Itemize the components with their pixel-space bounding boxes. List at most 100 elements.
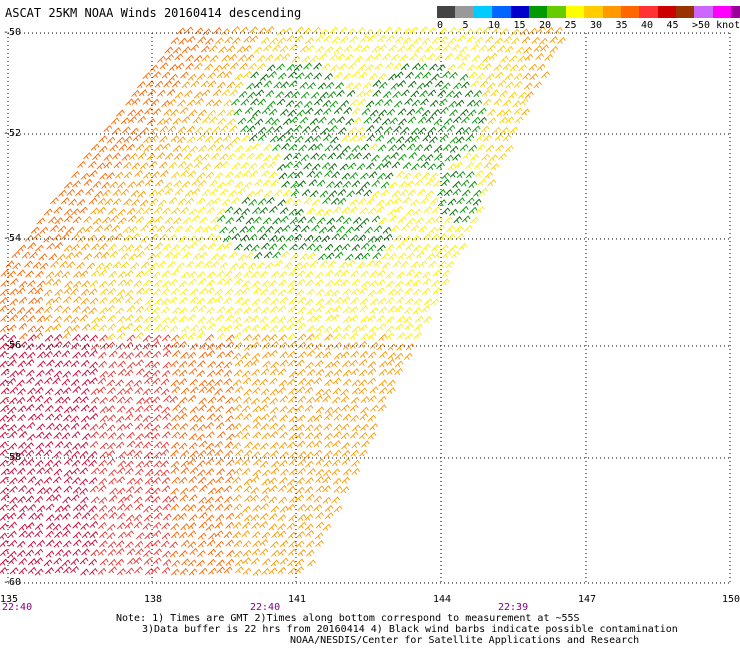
wind-barb xyxy=(482,134,492,142)
wind-barb xyxy=(250,71,259,79)
wind-barb xyxy=(256,225,266,233)
wind-barb xyxy=(205,523,215,531)
wind-barb xyxy=(262,351,271,359)
wind-barb xyxy=(477,107,487,115)
wind-barb xyxy=(242,505,251,513)
wind-barb xyxy=(392,62,402,70)
wind-barb xyxy=(278,334,288,342)
wind-barb xyxy=(187,73,197,81)
wind-barb xyxy=(180,288,189,296)
wind-barb xyxy=(228,189,237,197)
wind-barb xyxy=(408,151,418,159)
wind-barb xyxy=(390,82,400,90)
wind-barb xyxy=(70,233,80,241)
wind-barb xyxy=(126,548,136,556)
wind-barb xyxy=(269,325,279,333)
wind-barb xyxy=(225,314,234,322)
wind-barb xyxy=(429,99,439,107)
wind-barb xyxy=(213,27,222,35)
wind-barb xyxy=(388,214,398,222)
wind-barb xyxy=(283,153,293,161)
wind-barb xyxy=(185,54,194,62)
wind-barb xyxy=(383,126,393,134)
wind-barb xyxy=(351,180,361,188)
wind-barb xyxy=(223,485,233,493)
wind-barb xyxy=(206,448,216,456)
wind-barb xyxy=(17,512,26,520)
wind-barb xyxy=(259,315,268,323)
wind-barb xyxy=(380,181,390,189)
wind-barb xyxy=(107,279,117,287)
wind-barb xyxy=(79,503,88,511)
wind-barb xyxy=(266,196,275,204)
wind-barb xyxy=(171,559,181,567)
wind-barb xyxy=(72,511,82,519)
wind-barb xyxy=(456,197,465,205)
wind-barb xyxy=(431,206,441,214)
wind-barb xyxy=(7,406,17,414)
wind-barb xyxy=(449,71,458,79)
wind-barb xyxy=(449,244,458,252)
wind-barb xyxy=(341,243,351,251)
wind-barb xyxy=(314,532,324,540)
wind-barb xyxy=(59,260,68,268)
wind-barb xyxy=(225,386,234,394)
wind-barb xyxy=(196,72,206,80)
wind-barb xyxy=(89,279,99,288)
wind-barb xyxy=(61,432,71,440)
wind-barb xyxy=(327,260,337,268)
wind-barb xyxy=(160,324,170,332)
wind-barb xyxy=(185,260,195,268)
wind-barb xyxy=(297,306,307,314)
wind-barb xyxy=(473,99,483,107)
wind-barb xyxy=(135,460,145,468)
wind-barb xyxy=(171,368,181,376)
wind-barb xyxy=(21,251,31,259)
wind-barb xyxy=(240,125,249,133)
wind-barb xyxy=(16,379,25,387)
wind-barb xyxy=(124,494,133,502)
wind-barb xyxy=(134,405,144,413)
wind-barb xyxy=(196,559,205,567)
wind-barb xyxy=(207,558,216,566)
latitude-label: -60 xyxy=(3,577,22,588)
wind-barb xyxy=(324,379,333,387)
latitude-label: -58 xyxy=(3,452,22,463)
wind-barb xyxy=(124,413,134,421)
wind-barb xyxy=(508,91,518,99)
wind-barb xyxy=(81,323,91,331)
wind-barb xyxy=(392,197,402,205)
wind-barb xyxy=(260,169,270,177)
wind-barb xyxy=(24,260,33,268)
wind-barb xyxy=(54,405,64,413)
wind-barb xyxy=(455,127,465,135)
wind-barb xyxy=(340,351,350,359)
wind-barb xyxy=(142,269,152,277)
wind-barb xyxy=(288,395,297,403)
wind-barb xyxy=(159,62,169,70)
wind-barb xyxy=(34,568,44,576)
wind-barb xyxy=(26,467,36,475)
wind-barb xyxy=(349,134,359,142)
wind-barb xyxy=(70,422,80,430)
wind-barb xyxy=(315,468,325,476)
wind-barb xyxy=(349,198,359,206)
wind-barb xyxy=(273,81,282,89)
wind-barb xyxy=(359,297,369,305)
wind-barb xyxy=(8,442,18,450)
wind-barb xyxy=(346,28,356,36)
wind-barb xyxy=(62,370,72,378)
wind-barb xyxy=(286,63,296,71)
wind-barb xyxy=(163,181,173,189)
wind-barb xyxy=(81,540,91,548)
wind-barb xyxy=(142,549,152,557)
wind-barb xyxy=(396,242,405,250)
wind-barb xyxy=(315,485,325,493)
wind-barb xyxy=(131,97,141,105)
wind-barb xyxy=(342,360,351,368)
wind-barb xyxy=(164,251,174,259)
wind-barb xyxy=(421,243,431,251)
wind-barb xyxy=(108,558,117,566)
wind-barb xyxy=(50,197,59,205)
wind-barb xyxy=(337,197,347,205)
